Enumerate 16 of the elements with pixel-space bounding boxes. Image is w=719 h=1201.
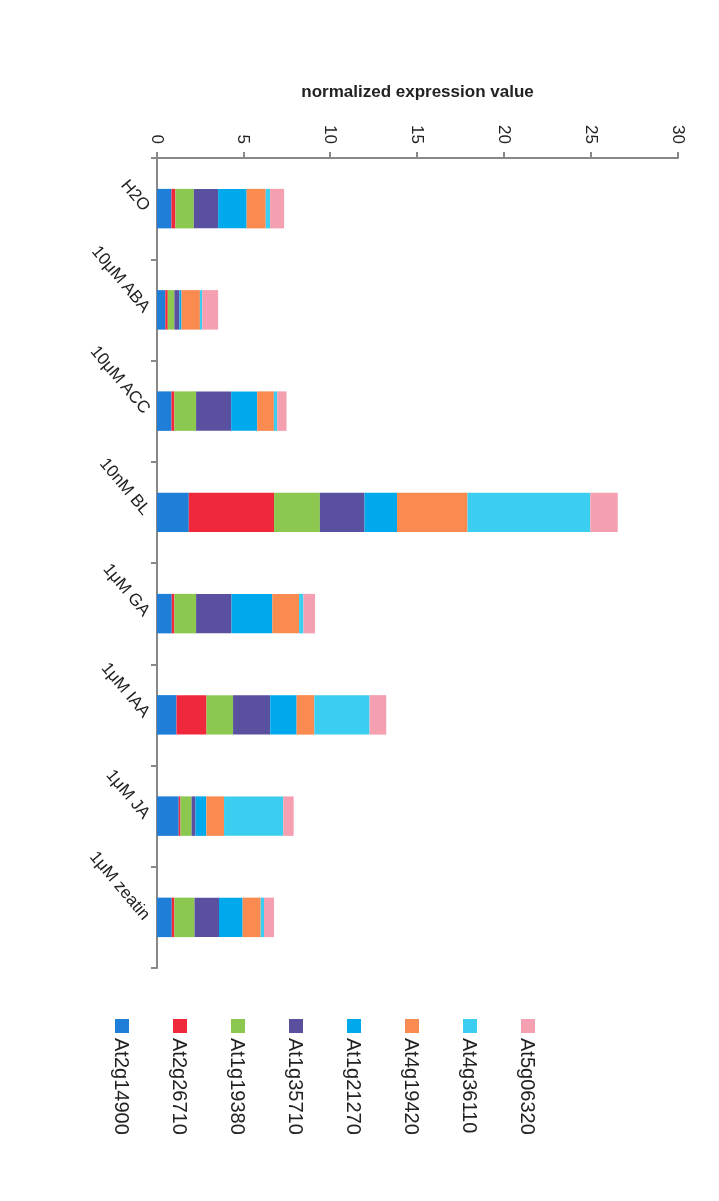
legend-label: At1g35710 (285, 1038, 307, 1135)
legend-label: At5g06320 (517, 1038, 539, 1135)
x-axis-title: normalized expression value (301, 82, 534, 101)
x-tick-label: 10 (321, 125, 341, 144)
x-tick-label: 30 (668, 125, 688, 144)
legend-label: At1g21270 (343, 1038, 365, 1135)
x-tick-label: 20 (494, 125, 514, 144)
legend-label: At2g14900 (111, 1038, 133, 1135)
x-tick-label: 5 (234, 134, 254, 144)
legend-label: At2g26710 (169, 1038, 191, 1135)
x-tick-label: 25 (581, 125, 601, 144)
x-tick-label: 15 (408, 125, 427, 144)
x-tick-label: 0 (147, 134, 167, 144)
legend-label: At1g19380 (227, 1038, 249, 1135)
legend-label: At4g36110 (459, 1038, 481, 1134)
legend-label: At4g19420 (401, 1038, 423, 1135)
